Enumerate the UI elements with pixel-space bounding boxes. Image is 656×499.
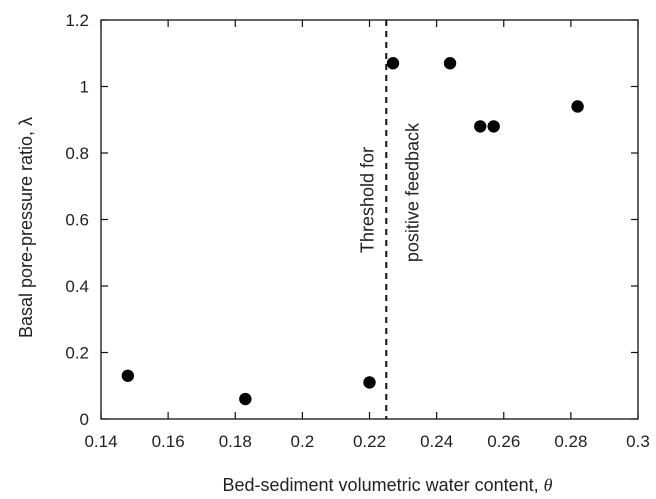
y-axis-title: Basal pore-pressure ratio, λ xyxy=(16,117,36,338)
x-tick-label: 0.22 xyxy=(353,432,386,451)
x-tick-label: 0.26 xyxy=(487,432,520,451)
threshold-label: Threshold for xyxy=(357,147,377,253)
x-tick-label: 0.3 xyxy=(626,432,650,451)
x-axis-title-text: Bed-sediment volumetric water content, xyxy=(223,475,544,495)
data-point xyxy=(487,120,500,133)
data-point xyxy=(474,120,487,133)
data-point xyxy=(363,376,376,389)
x-axis-title-symbol: θ xyxy=(544,475,553,495)
y-tick-label: 1.2 xyxy=(65,11,89,30)
x-tick-label: 0.18 xyxy=(219,432,252,451)
data-point xyxy=(239,392,252,406)
x-tick-label: 0.24 xyxy=(420,432,453,451)
y-tick-label: 1 xyxy=(80,78,89,97)
y-tick-label: 0 xyxy=(80,410,89,429)
data-point xyxy=(571,100,584,113)
x-tick-label: 0.14 xyxy=(84,432,117,451)
data-point xyxy=(386,57,400,70)
x-tick-label: 0.28 xyxy=(554,432,587,451)
data-point xyxy=(121,369,135,382)
y-tick-label: 0.2 xyxy=(65,344,89,363)
x-tick-label: 0.2 xyxy=(291,432,315,451)
y-tick-label: 0.6 xyxy=(65,211,89,230)
x-tick-label: 0.16 xyxy=(152,432,185,451)
x-axis-ticks: 0.14 0.16 0.18 0.2 0.22 0.24 0.26 0.28 0.3 xyxy=(84,20,650,451)
x-axis-title: Bed-sediment volumetric water content, θ xyxy=(223,475,553,495)
threshold-label-positive-feedback: positive feedback xyxy=(402,122,422,262)
y-axis-ticks: 0 0.2 0.4 0.6 0.8 1 1.2 xyxy=(65,11,638,429)
y-tick-label: 0.4 xyxy=(65,277,89,296)
y-tick-label: 0.8 xyxy=(65,144,89,163)
data-points xyxy=(121,57,584,406)
data-point xyxy=(443,57,457,70)
